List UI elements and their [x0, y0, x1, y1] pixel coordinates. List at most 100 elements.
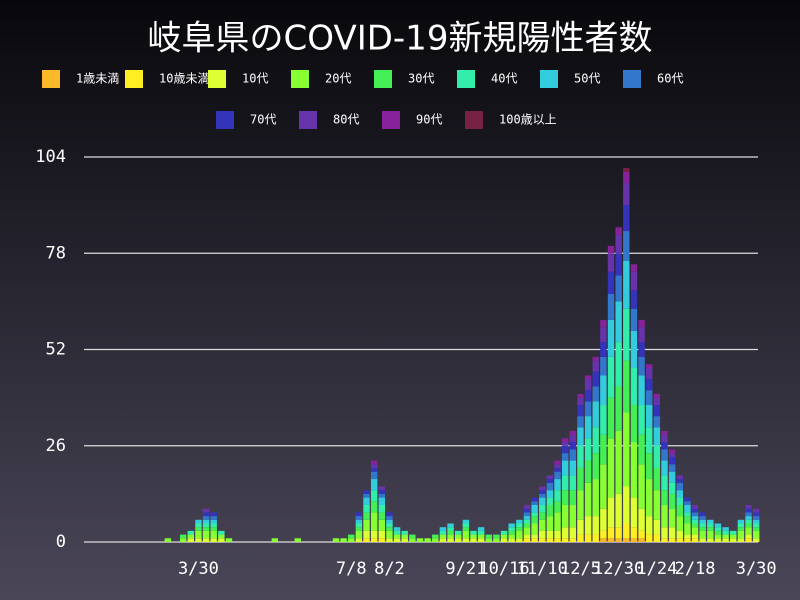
bar-segment — [691, 534, 699, 539]
bar-segment — [477, 534, 485, 539]
bar-segment — [607, 319, 615, 357]
bar-segment — [714, 527, 722, 531]
bar-segment — [730, 534, 737, 539]
bar-segment — [363, 504, 370, 513]
bar-segment — [630, 308, 638, 331]
bar-segment — [691, 508, 699, 513]
x-tick-label: 3/30 — [178, 559, 219, 579]
bar-segment — [202, 523, 210, 528]
bar-segment — [730, 538, 737, 542]
legend-swatch — [457, 70, 475, 88]
bar-segment — [653, 393, 661, 398]
bar-segment — [202, 527, 210, 531]
legend-swatch — [623, 70, 641, 88]
x-tick-label: 10/16 — [478, 559, 529, 579]
bar-segment — [668, 527, 676, 539]
bar-segment — [577, 397, 584, 406]
bar-segment — [737, 523, 745, 528]
bar-segment — [646, 427, 653, 454]
bar-segment — [355, 527, 363, 531]
bar-segment — [623, 168, 630, 172]
bar-segment — [439, 530, 447, 535]
bar-segment — [218, 534, 225, 539]
bar-segment — [584, 534, 592, 542]
bar-segment — [386, 512, 393, 517]
legend-swatch — [216, 111, 234, 129]
bar-segment — [378, 490, 386, 494]
bar-segment — [737, 527, 745, 531]
bar-segment — [653, 397, 661, 406]
bar-segment — [485, 538, 492, 542]
legend-label: 70代 — [250, 113, 276, 127]
bar-segment — [646, 379, 653, 391]
bar-segment — [378, 497, 386, 505]
bar-segment — [386, 530, 393, 539]
bar-segment — [569, 538, 577, 542]
bar-segment — [386, 523, 393, 528]
bar-segment — [676, 516, 683, 531]
legend-swatch — [374, 70, 392, 88]
bar-segment — [615, 538, 622, 542]
bar-segment — [470, 534, 477, 539]
x-tick-label: 9/21 — [445, 559, 486, 579]
bar-segment — [745, 516, 752, 520]
bar-segment — [615, 227, 622, 235]
bar-segment — [707, 523, 714, 528]
bar-segment — [691, 538, 699, 542]
bar-segment — [722, 527, 729, 531]
bar-segment — [523, 538, 531, 542]
legend-swatch — [208, 70, 226, 88]
bar-segment — [630, 290, 638, 309]
bar-segment — [539, 504, 546, 513]
bar-segment — [393, 538, 401, 542]
bar-segment — [646, 516, 653, 535]
bar-segment — [561, 442, 569, 446]
bar-segment — [569, 460, 577, 476]
bar-segment — [523, 534, 531, 539]
bar-segment — [653, 405, 661, 417]
bar-segment — [600, 530, 607, 539]
bar-segment — [569, 527, 577, 539]
bar-segment — [592, 386, 599, 402]
bar-segment — [584, 438, 592, 461]
bar-segment — [271, 538, 279, 542]
bar-segment — [745, 523, 752, 528]
bar-segment — [523, 512, 531, 517]
bar-segment — [370, 512, 378, 531]
bar-segment — [210, 538, 217, 542]
bar-segment — [592, 427, 599, 454]
legend-swatch — [299, 111, 317, 129]
bar-segment — [554, 530, 561, 539]
bar-segment — [416, 538, 424, 542]
bar-segment — [164, 538, 172, 542]
bar-segment — [493, 534, 500, 539]
bar-segment — [745, 538, 752, 542]
bar-segment — [523, 516, 531, 520]
legend-swatch — [125, 70, 143, 88]
bar-segment — [370, 467, 378, 472]
x-tick-label: 3/30 — [736, 559, 777, 579]
bar-segment — [592, 516, 599, 535]
bar-segment — [561, 538, 569, 542]
bar-segment — [638, 342, 645, 357]
bar-segment — [623, 231, 630, 261]
bar-segment — [714, 530, 722, 535]
bar-segment — [516, 519, 523, 524]
bar-segment — [653, 490, 661, 520]
bar-segment — [523, 523, 531, 528]
bar-segment — [584, 482, 592, 517]
bar-segment — [676, 497, 683, 505]
bar-segment — [646, 405, 653, 428]
bar-segment — [691, 504, 699, 509]
bar-segment — [684, 523, 691, 535]
bar-segment — [668, 464, 676, 472]
bar-segment — [638, 375, 645, 406]
bar-segment — [401, 534, 408, 539]
bar-segment — [393, 534, 401, 539]
bar-segment — [745, 534, 752, 539]
bar-segment — [569, 434, 577, 443]
bar-segment — [584, 379, 592, 391]
bar-segment — [676, 530, 683, 539]
bar-segment — [646, 364, 653, 369]
bar-segment — [546, 504, 554, 517]
